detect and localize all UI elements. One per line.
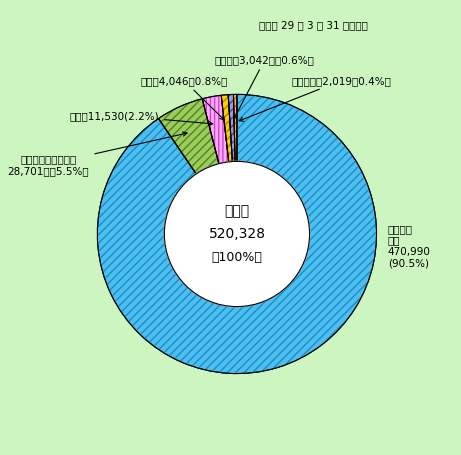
Wedge shape [221,96,232,162]
Text: 無水硫酸　2,019（0.4%）: 無水硫酸 2,019（0.4%） [239,76,391,122]
Text: 毒物　4,046（0.8%）: 毒物 4,046（0.8%） [140,76,228,121]
Text: 劇物　11,530(2.2%): 劇物 11,530(2.2%) [69,111,213,126]
Text: 施設数: 施設数 [225,204,249,218]
Wedge shape [202,96,229,164]
Text: （平成 29 年 3 月 31 日現在）: （平成 29 年 3 月 31 日現在） [259,20,368,30]
Text: 圧縮アセチレンガス
28,701　（5.5%）: 圧縮アセチレンガス 28,701 （5.5%） [8,133,187,176]
Wedge shape [228,95,235,162]
Wedge shape [97,95,377,374]
Text: 液化石油
ガス
470,990
(90.5%): 液化石油 ガス 470,990 (90.5%) [388,223,431,268]
Text: 生石灰　3,042　（0.6%）: 生石灰 3,042 （0.6%） [215,56,315,120]
Text: 520,328: 520,328 [208,226,266,240]
Circle shape [165,162,309,307]
Wedge shape [159,100,219,175]
Wedge shape [233,95,237,162]
Text: （100%）: （100%） [212,250,262,263]
